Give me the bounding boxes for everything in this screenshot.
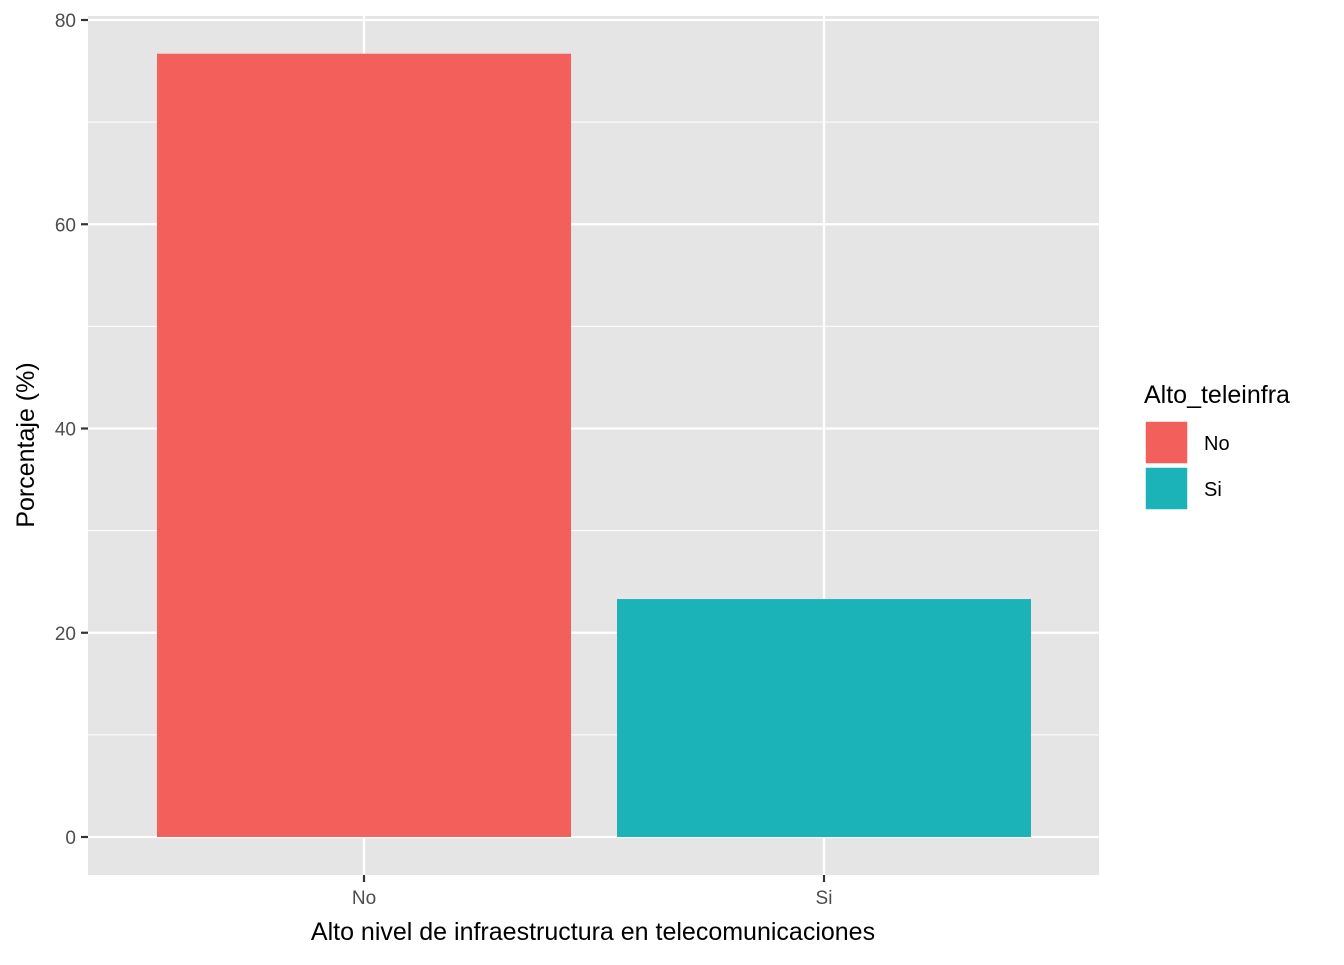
- legend-key-si: [1144, 466, 1189, 511]
- y-tick-label: 60: [55, 215, 76, 236]
- legend: Alto_teleinfra No Si: [1144, 381, 1290, 511]
- y-axis-title: Porcentaje (%): [12, 362, 40, 527]
- bar-series: [157, 53, 1031, 838]
- legend-items: No Si: [1144, 420, 1230, 511]
- legend-title: Alto_teleinfra: [1144, 381, 1290, 409]
- legend-label-no: No: [1204, 433, 1230, 455]
- y-tick-label: 20: [55, 624, 76, 645]
- legend-key-no: [1144, 420, 1189, 465]
- y-axis: 0 20 40 60 80: [55, 11, 88, 849]
- y-tick-label: 40: [55, 420, 76, 441]
- bar-no: [157, 53, 571, 838]
- bar-si: [617, 599, 1031, 837]
- x-axis-title: Alto nivel de infraestructura en telecom…: [311, 918, 875, 946]
- y-tick-label: 80: [55, 11, 76, 32]
- y-tick-label: 0: [65, 828, 76, 849]
- x-tick-label: No: [352, 888, 376, 909]
- x-tick-label: Si: [816, 888, 833, 909]
- legend-label-si: Si: [1204, 479, 1222, 501]
- x-axis: No Si: [352, 875, 833, 909]
